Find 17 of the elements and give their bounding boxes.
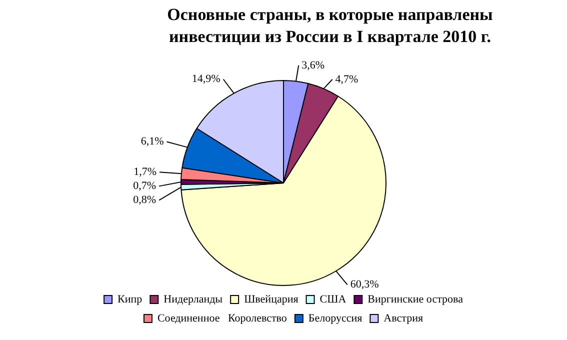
- data-label: 1,7%: [134, 166, 157, 178]
- chart-title: Основные страны, в которые направлены инвестиции из России в I квартале 2010 г.: [166, 4, 494, 48]
- legend-label: Кипр: [118, 293, 143, 306]
- data-label: 14,9%: [192, 73, 220, 86]
- legend-label: Соединенное Королевство: [157, 312, 288, 324]
- legend-label: Белоруссия: [308, 312, 362, 324]
- data-label: 0,7%: [133, 180, 156, 192]
- data-label: 60,3%: [350, 278, 379, 291]
- data-label: 4,7%: [335, 73, 358, 86]
- data-label: 3,6%: [302, 59, 325, 72]
- legend-label: Виргинские острова: [368, 293, 464, 306]
- legend-label: Австрия: [384, 312, 424, 324]
- legend-label: США: [320, 293, 346, 306]
- legend-label: Швейцария: [244, 293, 298, 306]
- data-label: 0,8%: [133, 194, 156, 206]
- data-label: 6,1%: [140, 136, 164, 148]
- legend-label: Нидерланды: [164, 293, 224, 306]
